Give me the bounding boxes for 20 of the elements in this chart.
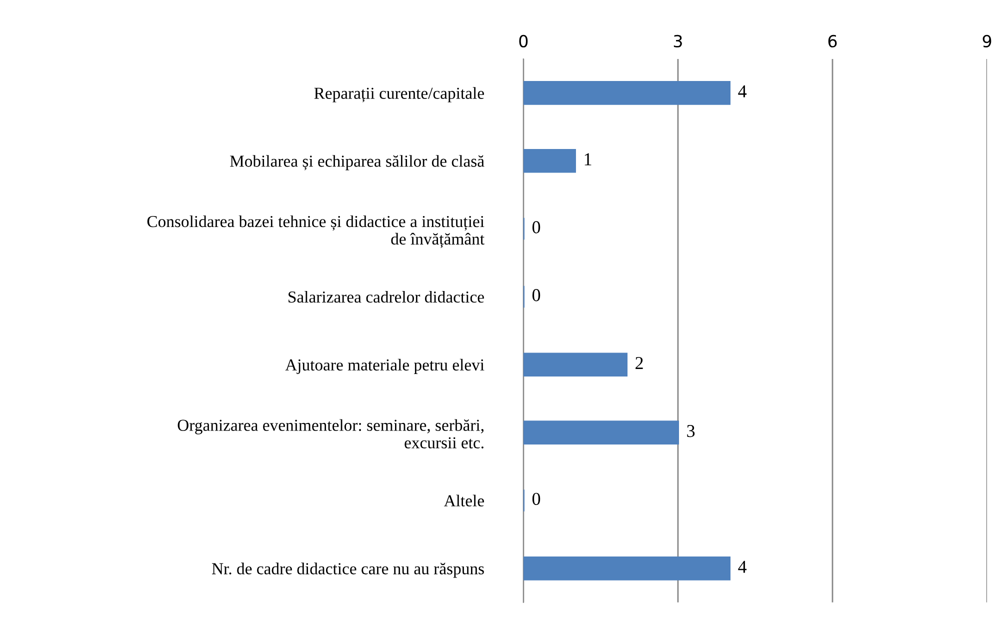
data-label: 1 [584,153,592,166]
data-label: 4 [738,560,747,573]
y-tick-label: Altele [444,494,484,506]
data-label: 0 [532,289,540,302]
y-tick-label: Reparații curente/capitale [314,87,484,102]
data-label: 0 [532,221,540,234]
y-tick-label: Salarizarea cadrelor didactice [288,290,484,303]
data-label: 2 [636,357,643,369]
y-tick-label: Organizarea evenimentelor: seminare, serbări, excursii etc. [178,419,484,448]
data-label: 0 [532,492,540,506]
x-tick-label: 0 [519,34,528,48]
data-label: 4 [738,85,747,98]
x-tick-label: 6 [828,34,837,48]
y-tick-label: Mobilarea și echiparea sălilor de clasă [230,155,484,170]
x-tick-label: 3 [674,34,682,48]
data-label: 3 [687,424,695,438]
y-tick-label: Consolidarea bazei tehnice și didactice a instituției de învățământ [147,215,484,248]
y-tick-label: Nr. de cadre didactice care nu au răspuns [212,562,484,578]
y-tick-label: Ajutoare materiale petru elevi [285,358,484,374]
x-tick-label: 9 [982,34,992,48]
